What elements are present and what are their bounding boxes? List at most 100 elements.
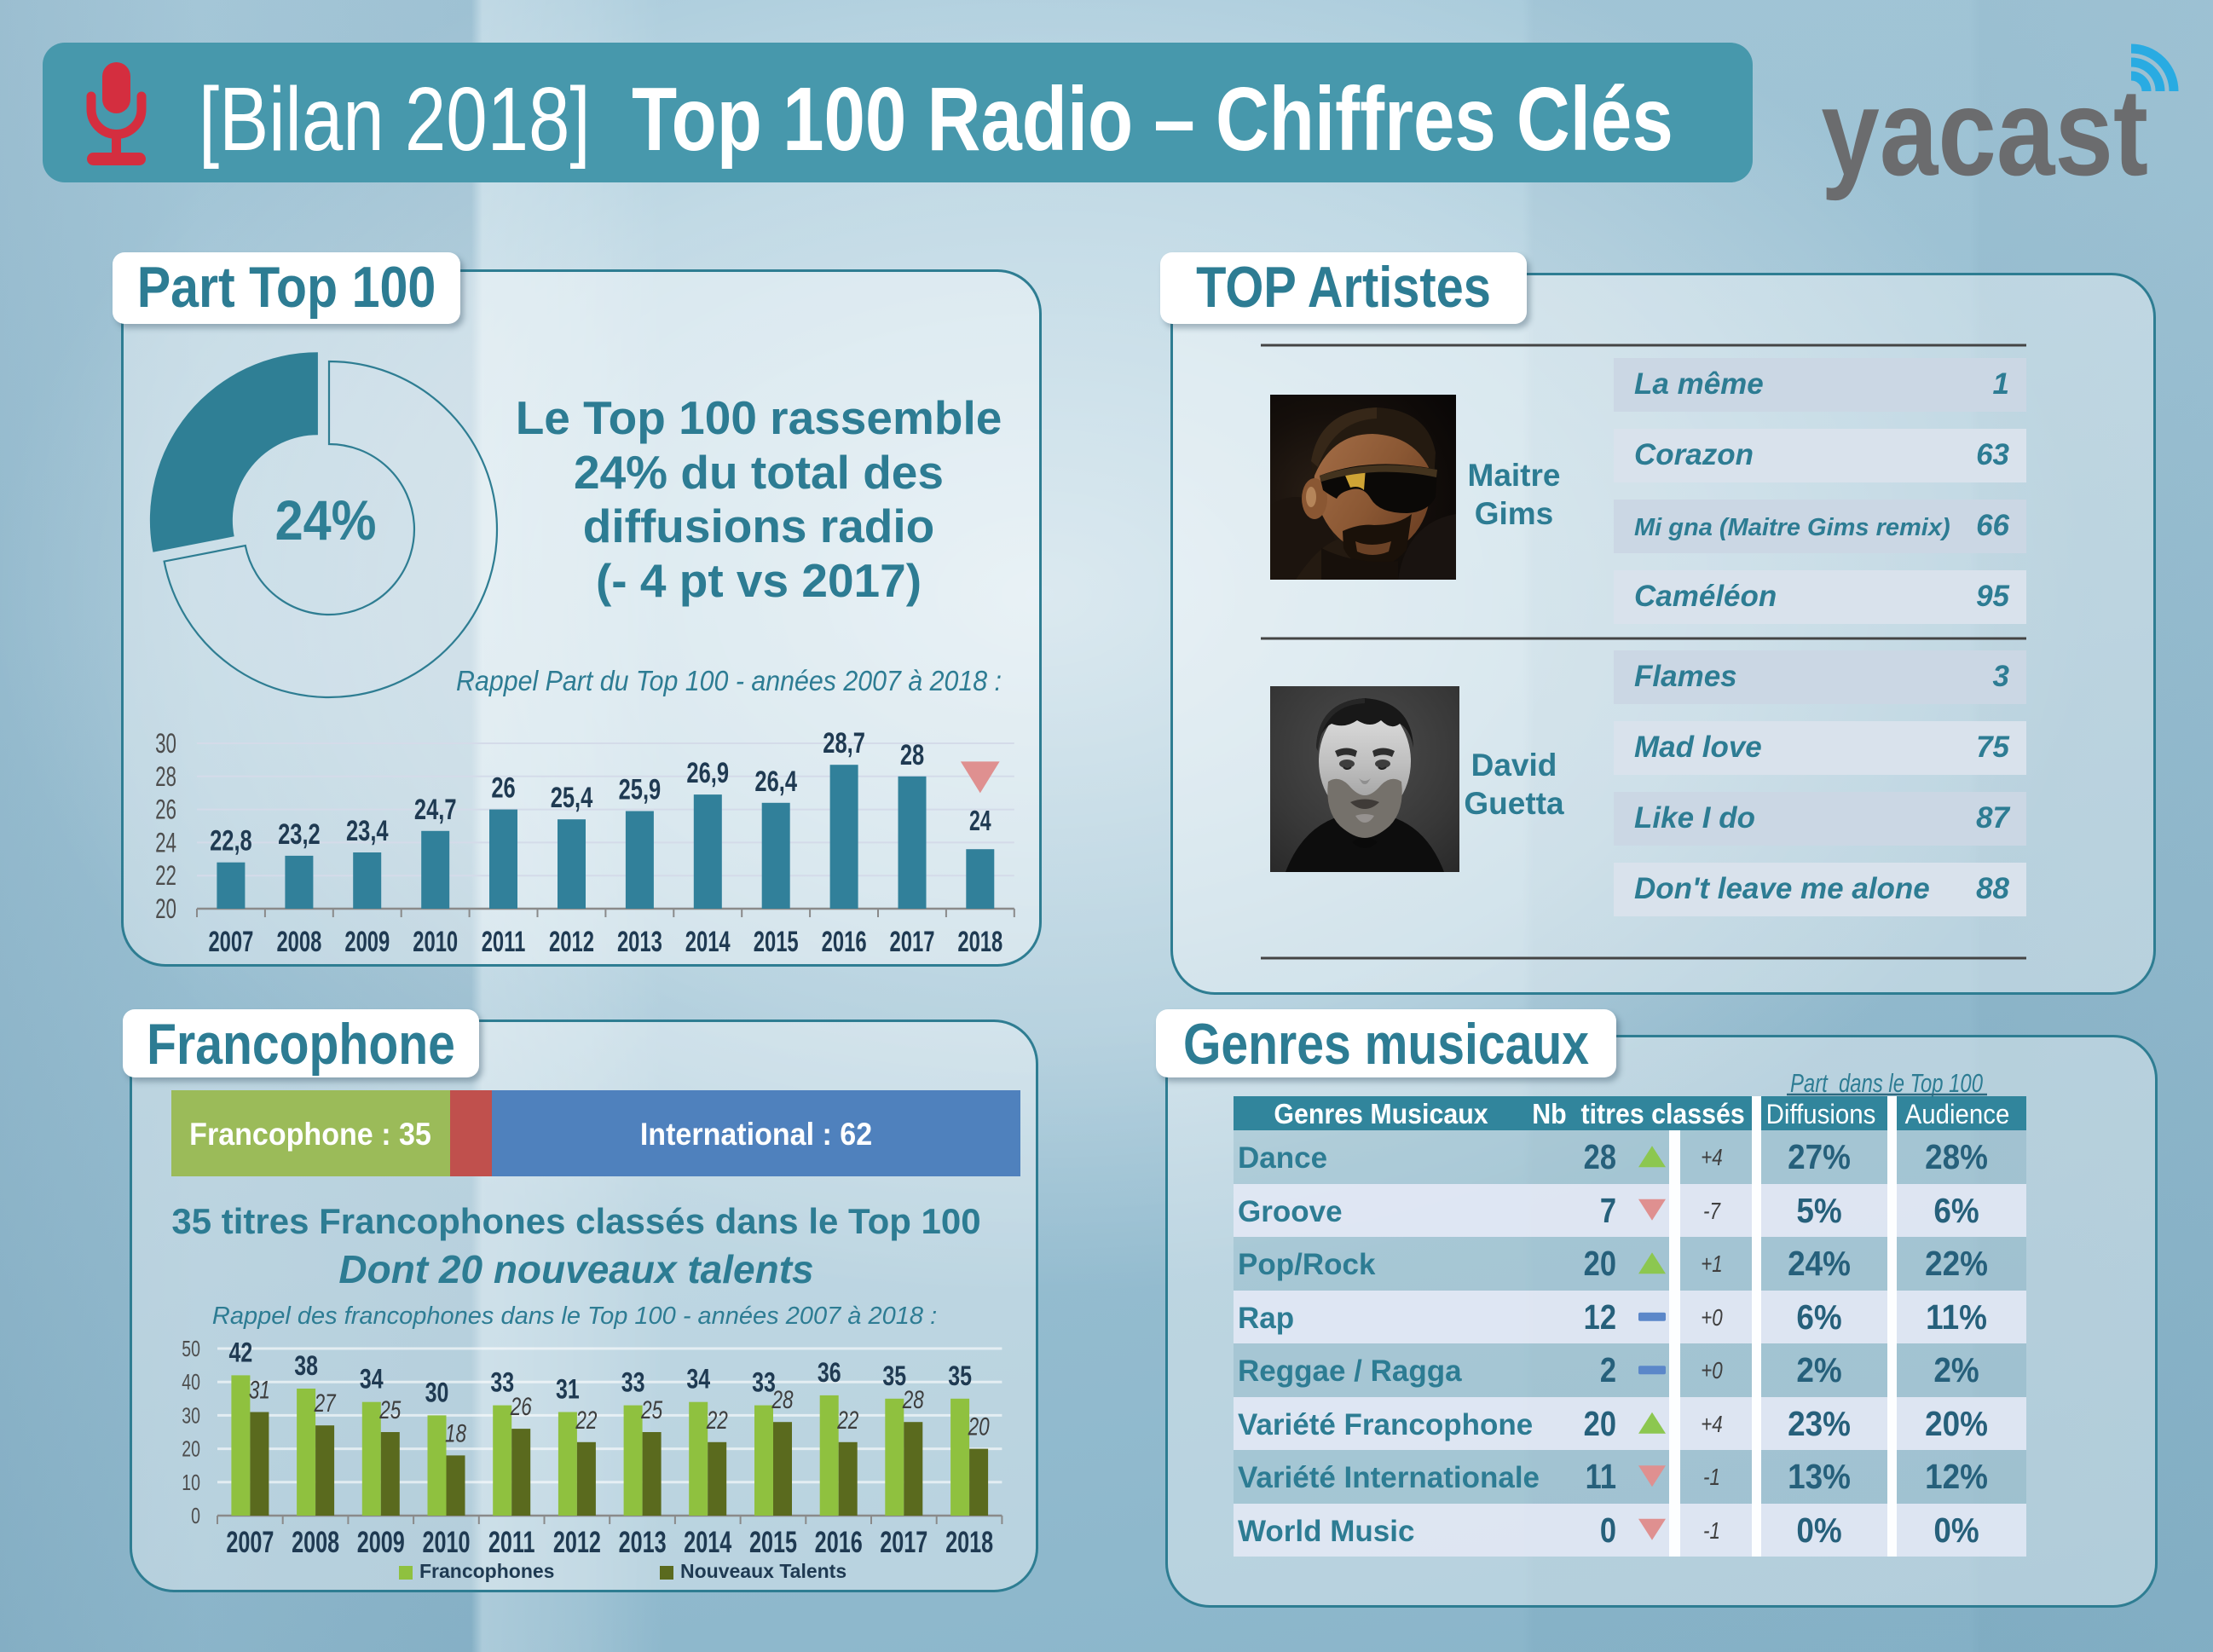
svg-text:Mi gna (Maitre Gims remix): Mi gna (Maitre Gims remix) xyxy=(1634,514,1950,541)
svg-text:30: 30 xyxy=(155,728,176,759)
svg-text:35: 35 xyxy=(882,1361,906,1392)
svg-text:28: 28 xyxy=(902,1385,924,1414)
svg-text:2015: 2015 xyxy=(754,926,799,958)
svg-text:Rap: Rap xyxy=(1238,1302,1294,1335)
svg-text:25,4: 25,4 xyxy=(551,783,593,814)
svg-text:-1: -1 xyxy=(1703,1464,1720,1491)
svg-text:3: 3 xyxy=(1993,660,2010,693)
svg-text:International : 62: International : 62 xyxy=(640,1117,872,1152)
svg-text:22%: 22% xyxy=(1925,1245,1988,1283)
svg-text:Rappel Part du Top 100 - année: Rappel Part du Top 100 - années 2007 à 2… xyxy=(456,665,1002,696)
svg-text:Le Top 100 rassemble: Le Top 100 rassemble xyxy=(516,391,1002,444)
svg-text:2013: 2013 xyxy=(619,1526,667,1559)
svg-text:25: 25 xyxy=(640,1395,662,1424)
svg-text:24% du total des: 24% du total des xyxy=(574,446,944,499)
svg-text:11: 11 xyxy=(1586,1458,1616,1496)
svg-text:World Music: World Music xyxy=(1238,1515,1414,1548)
svg-text:31: 31 xyxy=(556,1375,580,1406)
svg-text:26: 26 xyxy=(491,772,515,804)
svg-text:30: 30 xyxy=(182,1403,200,1428)
svg-text:28: 28 xyxy=(1584,1138,1616,1176)
svg-text:2018: 2018 xyxy=(957,926,1002,958)
svg-text:20: 20 xyxy=(1584,1405,1616,1443)
svg-text:Nouveaux Talents: Nouveaux Talents xyxy=(680,1560,846,1582)
svg-text:2016: 2016 xyxy=(815,1526,863,1559)
svg-text:2007: 2007 xyxy=(208,926,253,958)
svg-text:diffusions radio: diffusions radio xyxy=(583,500,935,552)
svg-text:Guetta: Guetta xyxy=(1464,786,1564,821)
svg-text:20: 20 xyxy=(1584,1245,1616,1283)
svg-text:10: 10 xyxy=(182,1470,200,1494)
svg-text:25: 25 xyxy=(378,1395,401,1424)
svg-text:20%: 20% xyxy=(1925,1405,1988,1443)
svg-text:Maitre: Maitre xyxy=(1468,458,1561,493)
svg-text:2008: 2008 xyxy=(276,926,321,958)
svg-text:Diffusions: Diffusions xyxy=(1766,1099,1876,1129)
svg-text:28: 28 xyxy=(771,1385,794,1414)
svg-text:2: 2 xyxy=(1600,1351,1616,1389)
svg-text:2014: 2014 xyxy=(685,926,731,958)
svg-text:Francophone: Francophone xyxy=(147,1012,455,1077)
svg-text:Genres Musicaux: Genres Musicaux xyxy=(1274,1098,1488,1129)
svg-text:David: David xyxy=(1471,748,1557,783)
svg-text:[Bilan 2018] Top 100 Radio –: [Bilan 2018] Top 100 Radio – Chiffres Cl… xyxy=(199,68,1673,170)
svg-text:0: 0 xyxy=(1600,1511,1616,1550)
svg-text:Part Top 100: Part Top 100 xyxy=(137,254,436,320)
svg-text:12%: 12% xyxy=(1925,1458,1988,1496)
svg-text:24: 24 xyxy=(155,827,176,858)
svg-text:24%: 24% xyxy=(1788,1245,1851,1283)
svg-text:28,7: 28,7 xyxy=(823,728,865,760)
svg-text:TOP Artistes: TOP Artistes xyxy=(1196,256,1491,320)
svg-text:40: 40 xyxy=(182,1369,200,1394)
svg-text:24,7: 24,7 xyxy=(414,794,457,825)
svg-text:Rappel des francophones dans l: Rappel des francophones dans le Top 100 … xyxy=(212,1303,937,1330)
svg-text:28%: 28% xyxy=(1925,1138,1988,1176)
svg-text:+1: +1 xyxy=(1701,1251,1723,1278)
svg-text:24%: 24% xyxy=(275,489,377,552)
svg-text:30: 30 xyxy=(425,1378,449,1409)
svg-text:2012: 2012 xyxy=(549,926,594,958)
svg-text:2010: 2010 xyxy=(422,1526,470,1559)
svg-text:Dont 20 nouveaux talents: Dont 20 nouveaux talents xyxy=(338,1247,813,1291)
svg-text:95: 95 xyxy=(1976,580,2009,613)
svg-text:2016: 2016 xyxy=(822,926,867,958)
svg-text:27%: 27% xyxy=(1788,1138,1851,1176)
svg-text:Mad love: Mad love xyxy=(1634,731,1762,764)
svg-text:+0: +0 xyxy=(1701,1305,1723,1331)
svg-text:2011: 2011 xyxy=(482,926,526,958)
svg-text:34: 34 xyxy=(360,1365,384,1395)
svg-text:yacast: yacast xyxy=(1821,63,2148,202)
svg-text:2%: 2% xyxy=(1796,1351,1841,1389)
svg-text:Like I do: Like I do xyxy=(1634,801,1755,835)
svg-text:2011: 2011 xyxy=(488,1526,535,1559)
svg-text:Francophone : 35: Francophone : 35 xyxy=(189,1117,431,1152)
svg-text:Pop/Rock: Pop/Rock xyxy=(1238,1248,1376,1281)
svg-text:36: 36 xyxy=(818,1358,841,1389)
svg-text:23,2: 23,2 xyxy=(278,818,321,850)
svg-text:34: 34 xyxy=(686,1365,710,1395)
svg-text:Variété Internationale: Variété Internationale xyxy=(1238,1461,1540,1494)
svg-text:22: 22 xyxy=(155,860,176,891)
svg-text:Groove: Groove xyxy=(1238,1195,1343,1228)
svg-text:25,9: 25,9 xyxy=(619,774,662,806)
svg-text:Part dans le Top 100: Part dans le Top 100 xyxy=(1790,1068,1983,1098)
svg-text:2014: 2014 xyxy=(684,1526,731,1559)
svg-text:6%: 6% xyxy=(1796,1298,1841,1337)
svg-text:88: 88 xyxy=(1976,872,2009,905)
svg-text:Don't leave me alone: Don't leave me alone xyxy=(1634,872,1930,905)
svg-text:2009: 2009 xyxy=(344,926,390,958)
svg-text:75: 75 xyxy=(1976,731,2009,764)
svg-text:42: 42 xyxy=(229,1338,253,1369)
svg-text:22: 22 xyxy=(836,1406,858,1435)
svg-text:33: 33 xyxy=(752,1368,776,1399)
svg-text:23,4: 23,4 xyxy=(346,816,389,847)
svg-text:2013: 2013 xyxy=(617,926,662,958)
svg-text:26,9: 26,9 xyxy=(686,758,729,789)
svg-text:35 titres Francophones classés: 35 titres Francophones classés dans le T… xyxy=(171,1201,980,1241)
svg-text:66: 66 xyxy=(1976,509,2009,542)
svg-text:24: 24 xyxy=(969,806,991,837)
svg-text:2015: 2015 xyxy=(749,1526,797,1559)
svg-text:12: 12 xyxy=(1584,1298,1616,1337)
svg-text:Flames: Flames xyxy=(1634,660,1737,693)
svg-text:31: 31 xyxy=(249,1375,270,1404)
